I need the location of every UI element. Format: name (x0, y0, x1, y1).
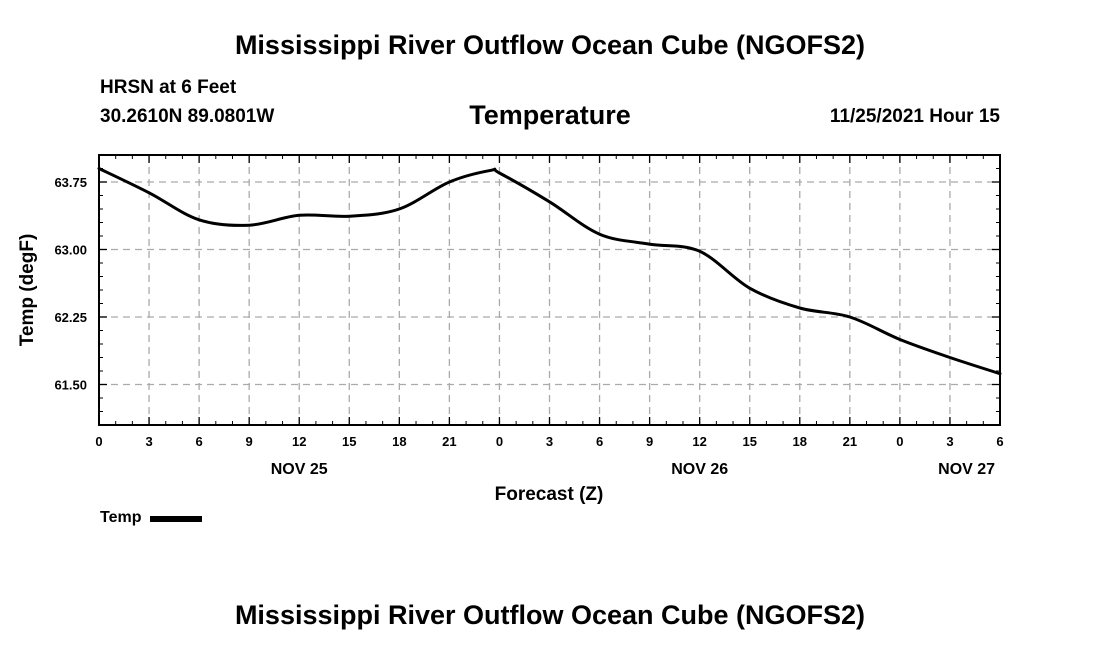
y-axis-ticks: 61.50 62.25 63.00 63.75 (54, 175, 1000, 393)
x-axis-ticks: 0 3 6 9 12 15 18 21 0 3 6 9 12 15 18 21 0 3 6 (95, 155, 1004, 449)
legend-line-swatch (150, 516, 203, 522)
x-tick-label: 3 (546, 434, 553, 449)
x-tick-label: 9 (646, 434, 653, 449)
x-tick-label: 12 (692, 434, 706, 449)
temp-series-line (97, 167, 1002, 376)
parameter-title: Temperature (469, 100, 631, 130)
station-coordinates: 30.2610N 89.0801W (100, 106, 275, 127)
x-tick-label: 12 (292, 434, 306, 449)
x-tick-label: 21 (843, 434, 857, 449)
x-tick-label: 18 (793, 434, 807, 449)
x-tick-label: 21 (442, 434, 456, 449)
x-tick-label: 0 (496, 434, 503, 449)
x-tick-label: 6 (996, 434, 1003, 449)
date-label: NOV 27 (938, 461, 995, 478)
y-axis-title: Temp (degF) (17, 234, 38, 347)
y-tick-label: 63.00 (54, 243, 87, 258)
x-tick-label: 6 (195, 434, 202, 449)
x-tick-label: 3 (946, 434, 953, 449)
y-tick-label: 61.50 (54, 378, 87, 393)
forecast-run-time: 11/25/2021 Hour 15 (829, 106, 1000, 127)
x-tick-label: 18 (392, 434, 406, 449)
x-tick-label: 15 (742, 434, 756, 449)
x-tick-label: 9 (246, 434, 253, 449)
chart-title: Mississippi River Outflow Ocean Cube (NG… (234, 30, 866, 60)
grid-lines (99, 155, 1000, 425)
legend: Temp (100, 509, 203, 527)
station-name: HRSN at 6 Feet (100, 77, 237, 98)
x-tick-label: 15 (342, 434, 356, 449)
x-axis-title: Forecast (Z) (495, 484, 604, 505)
legend-label: Temp (100, 509, 142, 526)
y-tick-label: 62.25 (54, 310, 87, 325)
x-tick-label: 3 (145, 434, 152, 449)
x-tick-label: 6 (596, 434, 603, 449)
x-tick-label: 0 (95, 434, 102, 449)
y-tick-label: 63.75 (54, 175, 87, 190)
footer-title: Mississippi River Outflow Ocean Cube (NG… (234, 600, 866, 630)
date-labels: NOV 25 NOV 26 NOV 27 (271, 461, 995, 478)
x-tick-label: 0 (896, 434, 903, 449)
date-label: NOV 26 (671, 461, 728, 478)
date-label: NOV 25 (271, 461, 328, 478)
